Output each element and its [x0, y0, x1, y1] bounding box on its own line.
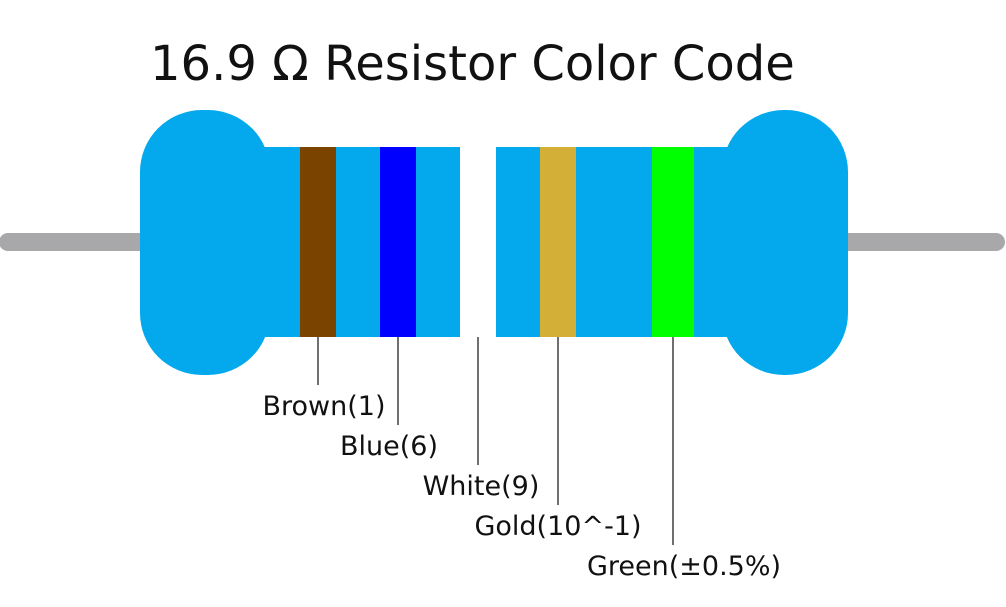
leader-lines: [317, 337, 674, 545]
band-green: [652, 147, 694, 337]
band-white: [460, 147, 496, 337]
band-label: White(9): [423, 471, 540, 502]
band-label: Brown(1): [263, 391, 386, 422]
band-label: Gold(10^-1): [474, 511, 641, 542]
title: 16.9 Ω Resistor Color Code: [150, 36, 795, 92]
right-cap: [722, 110, 848, 375]
left-cap: [140, 110, 270, 375]
band-blue: [380, 147, 416, 337]
band-label: Blue(6): [340, 431, 438, 462]
band-label: Green(±0.5%): [587, 551, 781, 582]
band-brown: [300, 147, 336, 337]
band-gold: [540, 147, 576, 337]
